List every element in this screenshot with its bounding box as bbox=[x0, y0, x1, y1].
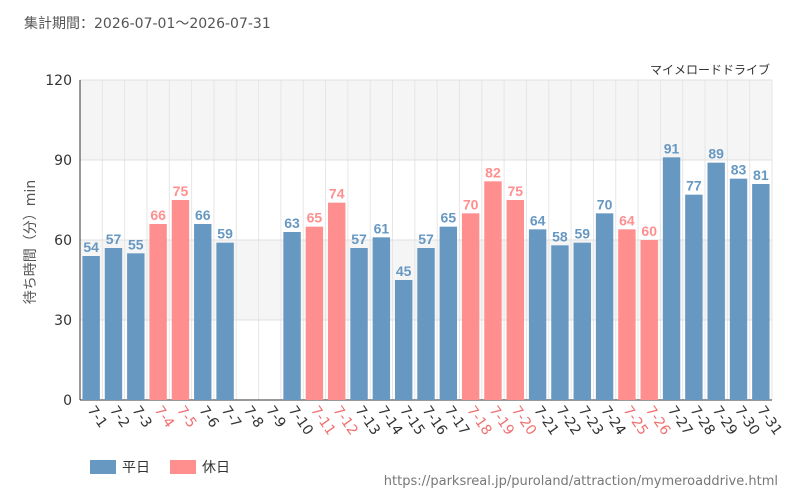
bar bbox=[417, 248, 435, 400]
bar bbox=[104, 248, 123, 400]
data-label: 65 bbox=[307, 210, 323, 226]
x-tick-label: 7-1 bbox=[84, 403, 110, 431]
bar bbox=[283, 232, 301, 400]
bar bbox=[394, 280, 413, 400]
data-label: 61 bbox=[374, 220, 390, 236]
bar bbox=[729, 178, 748, 400]
legend-item-holiday: 休日 bbox=[170, 457, 230, 477]
data-label: 70 bbox=[463, 196, 479, 212]
bar bbox=[640, 240, 658, 400]
legend-item-weekday: 平日 bbox=[90, 457, 150, 477]
x-tick-label: 7-5 bbox=[173, 403, 199, 431]
x-tick-label: 7-8 bbox=[240, 403, 266, 431]
data-label: 45 bbox=[396, 263, 412, 279]
bar bbox=[372, 237, 391, 400]
legend-label-holiday: 休日 bbox=[202, 460, 230, 476]
bar bbox=[707, 162, 725, 400]
data-label: 57 bbox=[351, 231, 367, 247]
data-label: 59 bbox=[217, 226, 233, 242]
bar bbox=[350, 248, 368, 400]
y-tick-label: 60 bbox=[54, 233, 72, 249]
bar bbox=[328, 202, 346, 400]
bar bbox=[752, 184, 770, 400]
bar bbox=[595, 213, 614, 400]
data-label: 57 bbox=[418, 231, 434, 247]
data-label: 64 bbox=[530, 212, 546, 228]
data-label: 83 bbox=[731, 162, 747, 178]
data-label: 58 bbox=[552, 228, 568, 244]
data-label: 66 bbox=[195, 207, 211, 223]
bar bbox=[484, 181, 502, 400]
y-tick-label: 90 bbox=[54, 153, 72, 169]
data-label: 54 bbox=[83, 239, 99, 255]
data-label: 70 bbox=[597, 196, 613, 212]
y-tick-label: 30 bbox=[54, 313, 72, 329]
bar bbox=[551, 245, 569, 400]
x-tick-label: 7-2 bbox=[106, 403, 132, 431]
x-tick-label: 7-7 bbox=[218, 403, 244, 431]
data-label: 82 bbox=[485, 164, 501, 180]
bar bbox=[216, 242, 234, 400]
x-tick-label: 7-4 bbox=[151, 403, 177, 431]
data-label: 60 bbox=[641, 223, 657, 239]
bar bbox=[171, 200, 190, 400]
source-url: https://parksreal.jp/puroland/attraction… bbox=[383, 474, 778, 489]
y-tick-label: 120 bbox=[45, 73, 72, 89]
legend-swatch-weekday bbox=[90, 460, 116, 474]
data-label: 55 bbox=[128, 236, 144, 252]
data-label: 74 bbox=[329, 186, 345, 202]
plot-band bbox=[80, 80, 772, 160]
data-label: 77 bbox=[686, 178, 702, 194]
bar bbox=[528, 229, 547, 400]
y-tick-label: 0 bbox=[63, 393, 72, 409]
data-label: 91 bbox=[664, 140, 680, 156]
data-label: 66 bbox=[150, 207, 166, 223]
period-label: 集計期間：2026-07-01〜2026-07-31 bbox=[24, 16, 271, 32]
data-label: 65 bbox=[441, 210, 457, 226]
bar bbox=[618, 229, 636, 400]
data-label: 89 bbox=[708, 146, 724, 162]
legend: 平日 休日 bbox=[90, 457, 230, 477]
legend-swatch-holiday bbox=[170, 460, 196, 474]
x-tick-label: 7-31 bbox=[754, 403, 785, 438]
bar bbox=[662, 157, 681, 400]
x-tick-label: 7-3 bbox=[129, 403, 155, 431]
bar bbox=[685, 194, 703, 400]
data-label: 75 bbox=[173, 183, 189, 199]
bar bbox=[305, 226, 324, 400]
legend-label-weekday: 平日 bbox=[122, 460, 150, 476]
bar bbox=[439, 226, 458, 400]
data-label: 75 bbox=[508, 183, 524, 199]
bar bbox=[127, 253, 145, 400]
data-label: 81 bbox=[753, 167, 769, 183]
data-label: 63 bbox=[284, 215, 300, 231]
x-tick-label: 7-9 bbox=[262, 403, 288, 431]
bar bbox=[82, 256, 100, 400]
data-label: 59 bbox=[574, 226, 590, 242]
chart-title: マイメロードドライブ bbox=[649, 63, 770, 77]
bar bbox=[506, 200, 524, 400]
data-label: 64 bbox=[619, 212, 635, 228]
bar bbox=[194, 224, 212, 400]
bar bbox=[573, 242, 591, 400]
x-tick-label: 7-6 bbox=[195, 403, 221, 431]
bar bbox=[149, 224, 167, 400]
data-label: 57 bbox=[106, 231, 122, 247]
bar bbox=[461, 213, 480, 400]
